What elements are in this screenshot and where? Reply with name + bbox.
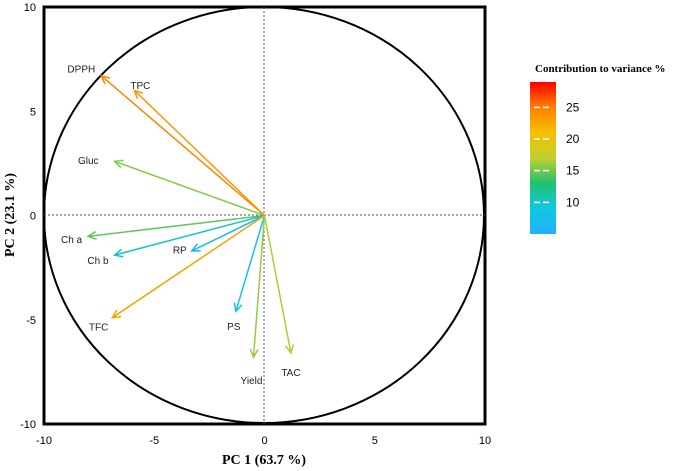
legend-tick-label: 10: [566, 195, 580, 209]
x-tick-label: 10: [479, 435, 491, 447]
legend-tick-label: 20: [566, 132, 580, 146]
vector-dpph: [100, 74, 265, 217]
legend-colorbar: [530, 82, 556, 234]
vector-arrowhead: [133, 89, 144, 100]
vector-label: Ch b: [87, 256, 109, 267]
vector-label: DPPH: [67, 64, 95, 75]
vector-tac: [263, 215, 294, 355]
vector-arrowhead: [112, 248, 124, 258]
vector-arrowhead: [249, 348, 259, 359]
y-tick-label: 0: [30, 211, 36, 223]
y-tick-label: 10: [24, 2, 36, 14]
vector-label: RP: [173, 246, 187, 257]
vector-yield: [249, 215, 266, 359]
legend-tick-label: 15: [566, 164, 580, 178]
y-tick-label: 5: [30, 106, 36, 118]
vector-arrowhead: [112, 159, 124, 169]
x-tick-label: -5: [149, 435, 159, 447]
x-axis-title: PC 1 (63.7 %): [222, 453, 306, 468]
x-tick-label: 0: [261, 435, 267, 447]
vector-label: PS: [227, 322, 241, 333]
vector-label: TPC: [130, 81, 150, 92]
vector-label: Gluc: [78, 156, 99, 167]
vector-line: [235, 215, 266, 312]
vector-rp: [190, 214, 265, 252]
vector-arrowhead: [233, 302, 243, 314]
vector-line: [114, 160, 265, 217]
vector-arrowhead: [100, 74, 111, 85]
vector-label: TFC: [89, 322, 108, 333]
vector-line: [133, 89, 266, 217]
vector-label: Yield: [241, 376, 263, 387]
legend-ticks: 25 20 15 10: [534, 100, 580, 209]
vector-ch-a: [86, 214, 265, 240]
vector-label: TAC: [281, 368, 300, 379]
x-tick-label: 5: [372, 435, 378, 447]
color-legend: Contribution to variance % 25 20 15 10: [530, 63, 665, 234]
y-tick-label: -5: [26, 315, 36, 327]
vector-ch-b: [112, 214, 265, 258]
y-axis-title: PC 2 (23.1 %): [3, 173, 18, 257]
vector-line: [191, 214, 265, 252]
vector-arrowhead: [190, 243, 201, 252]
vector-arrowhead: [110, 309, 122, 319]
y-tick-label: -10: [20, 419, 36, 431]
vector-tfc: [110, 214, 265, 319]
vector-arrowhead: [284, 344, 294, 355]
vector-line: [100, 75, 265, 217]
vector-line: [263, 215, 292, 354]
vector-line: [88, 214, 265, 238]
vector-gluc: [112, 159, 265, 217]
loading-vectors: [86, 74, 294, 359]
y-tick-labels: 10 5 0 -5 -10: [20, 2, 36, 431]
vector-line: [111, 214, 265, 319]
variable-labels: DPPH TPC Gluc Ch a Ch b RP TFC PS Yield TAC: [61, 64, 301, 386]
legend-title: Contribution to variance %: [535, 63, 665, 75]
vector-line: [252, 215, 266, 358]
vector-ps: [233, 215, 266, 314]
vector-tpc: [133, 89, 266, 217]
vector-arrowhead: [86, 230, 97, 240]
x-tick-label: -10: [36, 435, 52, 447]
vector-line: [114, 214, 265, 256]
vector-label: Ch a: [61, 235, 83, 246]
legend-tick-label: 25: [566, 100, 580, 114]
x-tick-labels: -10 -5 0 5 10: [36, 435, 491, 447]
